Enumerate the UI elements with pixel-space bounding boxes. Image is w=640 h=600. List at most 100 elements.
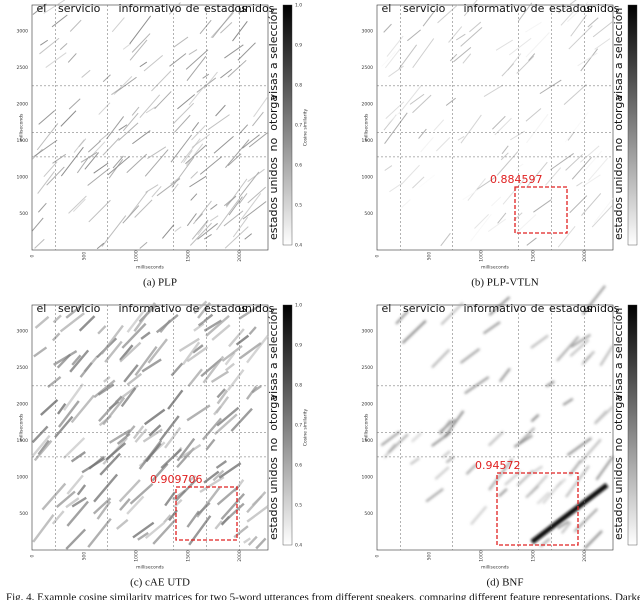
panel: el servicio informativo de estadosunidosvisa… bbox=[17, 0, 309, 289]
heatmap-streak bbox=[121, 322, 147, 349]
heatmap-streak bbox=[508, 37, 532, 56]
heatmap-streak bbox=[189, 222, 212, 246]
heatmap-streak bbox=[220, 493, 246, 520]
heatmap-streak bbox=[87, 167, 110, 186]
heatmap-streak bbox=[60, 146, 84, 177]
side-word: otorga bbox=[267, 95, 280, 131]
heatmap-streak bbox=[143, 54, 164, 72]
colorbar-tick-label: 0.6 bbox=[295, 463, 302, 469]
heatmap-streak bbox=[204, 233, 212, 240]
y-tick-label: 500 bbox=[19, 211, 28, 217]
heatmap-streak bbox=[33, 346, 48, 358]
heatmap-streak bbox=[530, 483, 609, 544]
x-tick-label: 500 bbox=[81, 252, 87, 261]
heatmap-streak bbox=[181, 341, 201, 366]
heatmap-streak bbox=[108, 159, 124, 179]
x-tick-label: 2000 bbox=[582, 550, 588, 562]
colorbar-tick-label: 0.9 bbox=[295, 43, 302, 49]
heatmap-streak bbox=[145, 184, 159, 193]
heatmap-streak bbox=[190, 193, 198, 201]
heatmap-streak bbox=[69, 19, 82, 32]
heatmap-streak bbox=[228, 196, 243, 216]
heatmap-streak bbox=[594, 38, 611, 50]
heatmap-streak bbox=[211, 324, 231, 341]
heatmap-streak bbox=[188, 49, 198, 55]
heatmap-streak bbox=[125, 425, 136, 437]
heatmap-streak bbox=[100, 324, 124, 355]
x-tick-label: 500 bbox=[426, 552, 432, 561]
panel: el servicio informativo de estadosunidosvisa… bbox=[362, 0, 638, 289]
heatmap-streak bbox=[525, 32, 550, 58]
heatmap-streak bbox=[57, 400, 80, 428]
heatmap-streak bbox=[556, 335, 580, 362]
heatmap-streak bbox=[160, 448, 183, 469]
heatmap-streak bbox=[31, 425, 49, 444]
heatmap-streak bbox=[93, 473, 119, 503]
heatmap-streak bbox=[517, 2, 533, 22]
heatmap-streak bbox=[539, 79, 562, 95]
heatmap-streak bbox=[383, 23, 392, 33]
heatmap-streak bbox=[557, 520, 570, 530]
heatmap-streak bbox=[536, 491, 550, 505]
panel-caption: (a) PLP bbox=[143, 277, 177, 289]
heatmap-streak bbox=[144, 149, 169, 177]
heatmap-streak bbox=[132, 130, 151, 145]
heatmap-streak bbox=[152, 519, 177, 545]
top-word: servicio bbox=[403, 302, 446, 315]
heatmap-streak bbox=[131, 106, 140, 116]
heatmap-streak bbox=[248, 132, 268, 148]
y-tick-label: 2500 bbox=[362, 65, 374, 71]
colorbar-tick-label: 1.0 bbox=[295, 303, 302, 309]
heatmap-streak bbox=[37, 202, 47, 213]
x-axis-label: milliseconds bbox=[136, 565, 164, 571]
heatmap-streak bbox=[73, 139, 85, 153]
heatmap-streak bbox=[172, 102, 195, 125]
heatmap-streak bbox=[498, 488, 508, 498]
heatmap-streak bbox=[174, 114, 191, 133]
heatmap-streak bbox=[526, 237, 537, 246]
heatmap-streak bbox=[52, 153, 67, 164]
heatmap-streak bbox=[501, 145, 509, 155]
heatmap-streak bbox=[53, 350, 78, 366]
heatmap-streak bbox=[448, 26, 463, 43]
colorbar bbox=[282, 304, 293, 546]
heatmap-streak bbox=[409, 93, 425, 105]
colorbar bbox=[627, 4, 638, 246]
heatmap-streak bbox=[592, 20, 614, 38]
colorbar-label: Cosine similarity bbox=[303, 109, 309, 147]
side-word: no bbox=[612, 438, 625, 452]
heatmap-streak bbox=[62, 437, 86, 459]
heatmap-streak bbox=[188, 83, 207, 106]
heatmap-streak bbox=[137, 531, 149, 541]
heatmap-streak bbox=[560, 521, 572, 534]
heatmap-streak bbox=[151, 186, 162, 198]
heatmap-streak bbox=[216, 406, 240, 427]
heatmap-streak bbox=[102, 74, 111, 83]
heatmap-streak bbox=[84, 152, 99, 170]
heatmap-streak bbox=[248, 326, 257, 336]
x-tick-label: 2000 bbox=[237, 550, 243, 562]
colorbar-tick-label: 0.6 bbox=[295, 163, 302, 169]
heatmap-streak bbox=[525, 161, 548, 188]
top-word: servicio bbox=[58, 2, 101, 15]
y-tick-label: 1500 bbox=[17, 138, 29, 144]
heatmap-streak bbox=[108, 429, 131, 444]
heatmap-streak bbox=[122, 43, 131, 50]
heatmap-streak bbox=[46, 166, 65, 186]
heatmap-streak bbox=[205, 314, 230, 337]
heatmap-streak bbox=[455, 33, 466, 41]
heatmap-streak bbox=[220, 515, 231, 526]
heatmap-streak bbox=[133, 302, 156, 332]
heatmap-streak bbox=[104, 340, 123, 363]
heatmap-streak bbox=[65, 497, 80, 509]
heatmap-streak bbox=[116, 518, 129, 530]
heatmap-streak bbox=[145, 106, 156, 114]
heatmap-streak bbox=[180, 443, 202, 459]
panel-caption: (b) PLP-VTLN bbox=[471, 277, 539, 289]
heatmap-streak bbox=[66, 474, 84, 495]
heatmap-streak bbox=[228, 328, 245, 348]
x-tick-label: 1500 bbox=[530, 250, 536, 262]
heatmap-streak bbox=[462, 53, 472, 64]
heatmap-streak bbox=[244, 233, 253, 240]
heatmap-streak bbox=[139, 94, 161, 119]
